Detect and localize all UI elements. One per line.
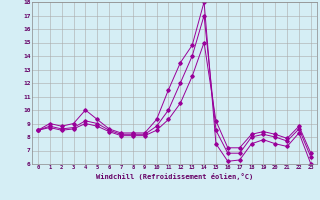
X-axis label: Windchill (Refroidissement éolien,°C): Windchill (Refroidissement éolien,°C): [96, 173, 253, 180]
